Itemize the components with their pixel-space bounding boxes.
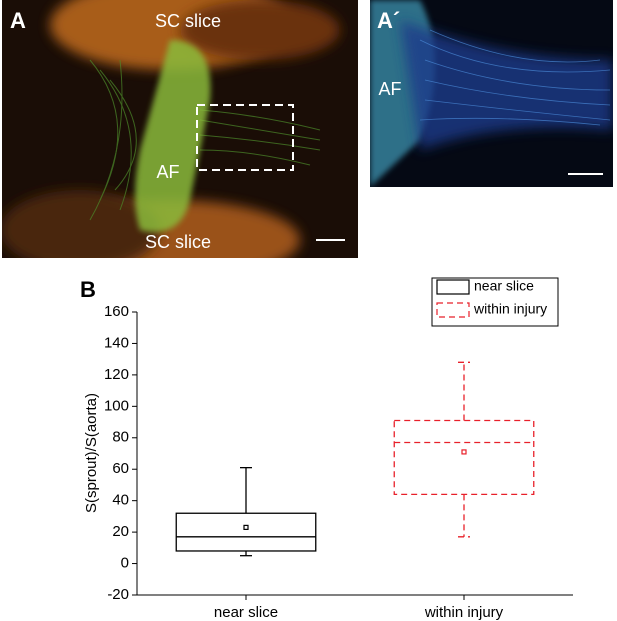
y-axis-title: S(sprout)/S(aorta) [83, 393, 100, 513]
image-label: SC slice [145, 232, 211, 252]
y-tick-label: 100 [104, 397, 129, 414]
panel-label: B [80, 277, 96, 302]
legend-label: within injury [473, 301, 547, 317]
legend-swatch [436, 302, 470, 318]
y-tick-label: 140 [104, 334, 129, 351]
box [175, 512, 317, 552]
y-tick-label: 20 [112, 523, 129, 540]
image-label: AF [156, 162, 179, 182]
x-tick-label: near slice [214, 604, 278, 621]
y-tick-label: 0 [121, 555, 129, 572]
y-tick-label: 80 [112, 429, 129, 446]
box [393, 419, 535, 496]
y-tick-label: 40 [112, 492, 129, 509]
image-label: SC slice [155, 11, 221, 31]
mean [243, 524, 249, 530]
y-tick-label: -20 [107, 586, 129, 603]
y-tick-label: 160 [104, 303, 129, 320]
micrograph-a-prime [370, 0, 613, 187]
x-tick-label: within injury [424, 604, 504, 621]
panel-label: A´ [377, 8, 400, 33]
micrograph-a [2, 0, 358, 258]
legend-label: near slice [474, 278, 534, 294]
y-tick-label: 60 [112, 460, 129, 477]
legend-swatch [436, 279, 470, 295]
mean [461, 449, 467, 455]
image-label: AF [378, 79, 401, 99]
legend [431, 277, 559, 327]
y-tick-label: 120 [104, 366, 129, 383]
panel-label: A [10, 8, 26, 33]
